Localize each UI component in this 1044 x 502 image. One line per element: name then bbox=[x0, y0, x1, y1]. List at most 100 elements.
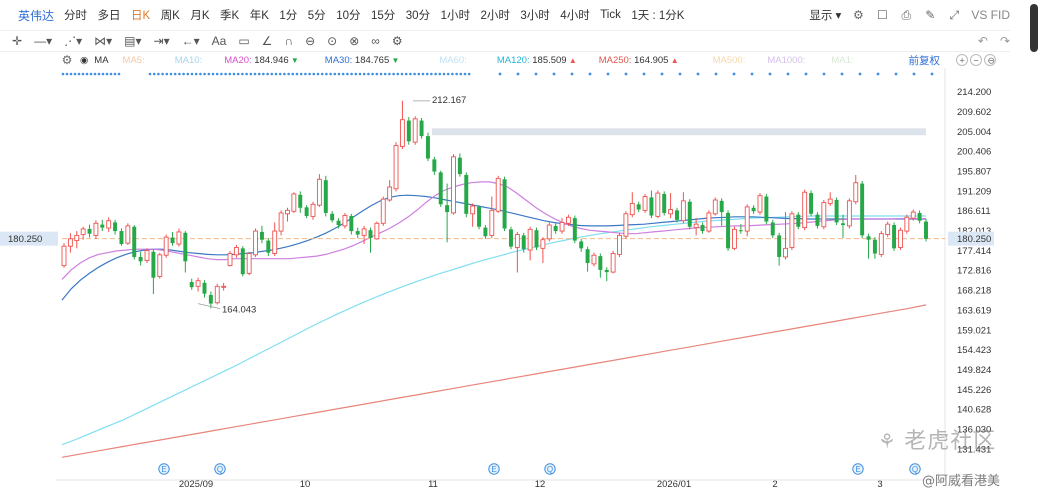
timeframe-tab[interactable]: 周K bbox=[160, 10, 180, 22]
candle-body bbox=[924, 221, 928, 239]
timeframe-tab[interactable]: 1天 : 1分K bbox=[631, 10, 685, 22]
ma-settings-icon[interactable]: ⚙ bbox=[61, 53, 73, 67]
timeframe-tab[interactable]: 2小时 bbox=[480, 10, 510, 22]
timeframe-tab[interactable]: 日K bbox=[131, 10, 151, 22]
timeline-dot bbox=[430, 72, 433, 76]
timeline-dot bbox=[367, 72, 370, 76]
candle-body bbox=[572, 218, 577, 241]
ma-type-label[interactable]: MA bbox=[94, 54, 109, 66]
undo-icon[interactable]: ↶ bbox=[977, 34, 988, 48]
ma-eye-icon[interactable]: ◉ bbox=[80, 54, 89, 66]
x-tick-label: 2 bbox=[772, 479, 777, 490]
candle-body bbox=[100, 224, 105, 228]
y-tick-label: 168.218 bbox=[957, 286, 991, 297]
compare-label[interactable]: VS FID bbox=[971, 8, 1010, 22]
ma-legend-item[interactable]: MA500: bbox=[713, 55, 746, 66]
lock-icon[interactable]: ⊖ bbox=[305, 34, 316, 48]
x-tick-label: 10 bbox=[300, 479, 311, 490]
measure-tool-icon[interactable]: ⇥▾ bbox=[153, 34, 170, 48]
candle-body bbox=[604, 269, 609, 273]
candle-body bbox=[642, 196, 648, 211]
candle-body bbox=[553, 225, 558, 232]
candle-body bbox=[751, 207, 756, 212]
high-annotation: 212.167 bbox=[432, 95, 466, 106]
y-tick-label: 149.824 bbox=[957, 365, 991, 376]
timeline-dot bbox=[81, 72, 85, 76]
ticker-name[interactable]: 英伟达 bbox=[18, 8, 55, 23]
timeline-dot bbox=[534, 72, 538, 76]
candle-body bbox=[744, 206, 750, 232]
pattern-tool-icon[interactable]: ▤▾ bbox=[124, 34, 142, 48]
crosshair-icon[interactable]: ✛ bbox=[12, 34, 23, 48]
timeline-dot bbox=[642, 72, 646, 76]
delete-icon[interactable]: ⊗ bbox=[349, 34, 360, 48]
ma-legend-item[interactable]: MA1: bbox=[831, 55, 853, 66]
timeline-dot bbox=[152, 72, 156, 76]
timeframe-tab[interactable]: 多日 bbox=[97, 10, 121, 22]
candle-body bbox=[764, 196, 769, 222]
ma-value: 164.905 bbox=[631, 54, 669, 66]
ma-legend-item[interactable]: MA120: 185.509 ▲ bbox=[497, 55, 577, 66]
ma-legend-item[interactable]: MA250: 164.905 ▲ bbox=[599, 55, 679, 66]
timeframe-tab[interactable]: 10分 bbox=[336, 10, 361, 22]
ma-legend-item[interactable]: MA20: 184.946 ▼ bbox=[224, 55, 299, 66]
timeframe-tab[interactable]: 1分 bbox=[279, 10, 298, 22]
timeline-dot bbox=[97, 72, 101, 76]
adjust-label[interactable]: 前复权 bbox=[908, 54, 941, 67]
timeline-dot bbox=[295, 72, 299, 76]
eye-icon[interactable]: ⊙ bbox=[327, 34, 338, 48]
timeframe-tab[interactable]: 30分 bbox=[405, 10, 431, 22]
timeframe-tab[interactable]: 分时 bbox=[64, 10, 88, 22]
event-marker bbox=[909, 463, 921, 475]
watermark-brand-text: 老虎社区 bbox=[904, 429, 997, 454]
timeframe-tab[interactable]: 月K bbox=[190, 10, 210, 22]
timeline-dot bbox=[516, 72, 520, 76]
settings-icon[interactable]: ⚙ bbox=[852, 8, 864, 22]
ma-legend-item[interactable]: MA60: bbox=[439, 55, 466, 66]
candle-body bbox=[119, 231, 124, 245]
ruler-icon[interactable]: ∠ bbox=[261, 34, 273, 48]
timeframe-tab[interactable]: 季K bbox=[220, 10, 240, 22]
timeline-dot bbox=[459, 72, 463, 76]
timeframe-tab[interactable]: 年K bbox=[249, 10, 269, 22]
comment-icon[interactable]: ▭ bbox=[238, 34, 250, 48]
ma-legend-item[interactable]: MA10: bbox=[175, 55, 202, 66]
candle-body bbox=[508, 229, 513, 247]
fullscreen-icon[interactable]: ⤢ bbox=[949, 8, 960, 22]
link-icon[interactable]: ∞ bbox=[371, 34, 380, 48]
ma-legend-item[interactable]: MA1000: bbox=[767, 55, 805, 66]
timeline-dot bbox=[696, 72, 700, 76]
ma-legend-item[interactable]: MA30: 184.765 ▼ bbox=[325, 55, 400, 66]
timeframe-tab[interactable]: 3小时 bbox=[520, 10, 550, 22]
timeframe-tab[interactable]: 4小时 bbox=[560, 10, 590, 22]
ma-legend-item[interactable]: MA5: bbox=[123, 55, 145, 66]
magnet-icon[interactable]: ∩ bbox=[284, 34, 294, 48]
camera-icon[interactable]: ⎙ bbox=[901, 8, 912, 22]
display-menu[interactable]: 显示 ▾ bbox=[809, 10, 842, 22]
timeframe-tab[interactable]: 5分 bbox=[307, 10, 326, 22]
event-marker bbox=[544, 463, 556, 475]
candle-body bbox=[489, 209, 495, 236]
candle-body bbox=[419, 120, 424, 137]
timeframe-tab[interactable]: 1小时 bbox=[440, 10, 470, 22]
event-marker-label: Q bbox=[217, 465, 223, 474]
y-tick-label: 195.807 bbox=[957, 166, 991, 177]
line-tool-icon[interactable]: —▾ bbox=[34, 34, 53, 48]
toolbar-settings-icon[interactable]: ⚙ bbox=[391, 34, 403, 48]
timeframe-tab[interactable]: 15分 bbox=[370, 10, 396, 22]
layout-icon[interactable]: ☐ bbox=[876, 8, 888, 22]
timeline-dot bbox=[194, 72, 198, 76]
zoom-control-glyph: ⊖ bbox=[988, 56, 996, 66]
timeframe-tab[interactable]: Tick bbox=[600, 9, 621, 21]
candle-body bbox=[183, 232, 188, 262]
fib-tool-icon[interactable]: ⋈▾ bbox=[94, 34, 113, 48]
channel-tool-icon[interactable]: ⋰▾ bbox=[64, 34, 83, 48]
timeline-dot bbox=[169, 72, 173, 76]
pencil-icon[interactable]: ✎ bbox=[925, 8, 936, 22]
text-tool-icon[interactable]: Aa bbox=[211, 34, 227, 48]
candle-body bbox=[668, 209, 674, 215]
timeline-dot bbox=[337, 72, 341, 76]
scrollbar[interactable] bbox=[1030, 4, 1038, 52]
arrow-tool-icon[interactable]: ←▾ bbox=[181, 34, 200, 48]
redo-icon[interactable]: ↷ bbox=[999, 34, 1010, 48]
